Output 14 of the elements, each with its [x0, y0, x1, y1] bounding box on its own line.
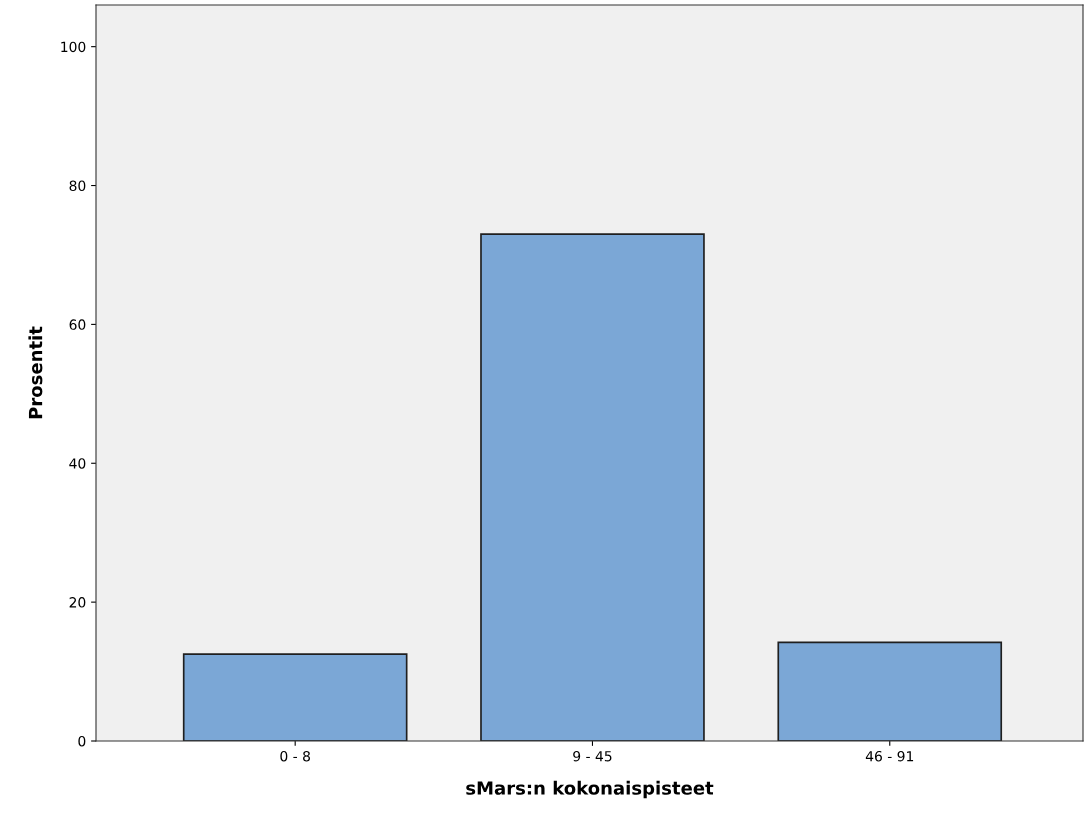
bar	[182, 653, 408, 741]
y-tick-label: 60	[69, 319, 86, 330]
x-tick-label: 9 - 45	[573, 750, 612, 762]
x-tick-label: 46 - 91	[865, 750, 914, 762]
y-axis-title: Prosentit	[28, 326, 43, 419]
x-tick-label: 0 - 8	[280, 750, 310, 762]
y-tick-label: 100	[61, 41, 86, 53]
y-tick-label: 80	[69, 180, 86, 191]
bar	[777, 641, 1003, 741]
y-tick-label: 40	[69, 458, 86, 469]
x-axis-title: sMars:n kokonaispisteet	[466, 780, 714, 799]
y-tick-label: 0	[78, 735, 86, 747]
bar	[480, 233, 705, 741]
y-tick-label: 20	[69, 597, 86, 608]
